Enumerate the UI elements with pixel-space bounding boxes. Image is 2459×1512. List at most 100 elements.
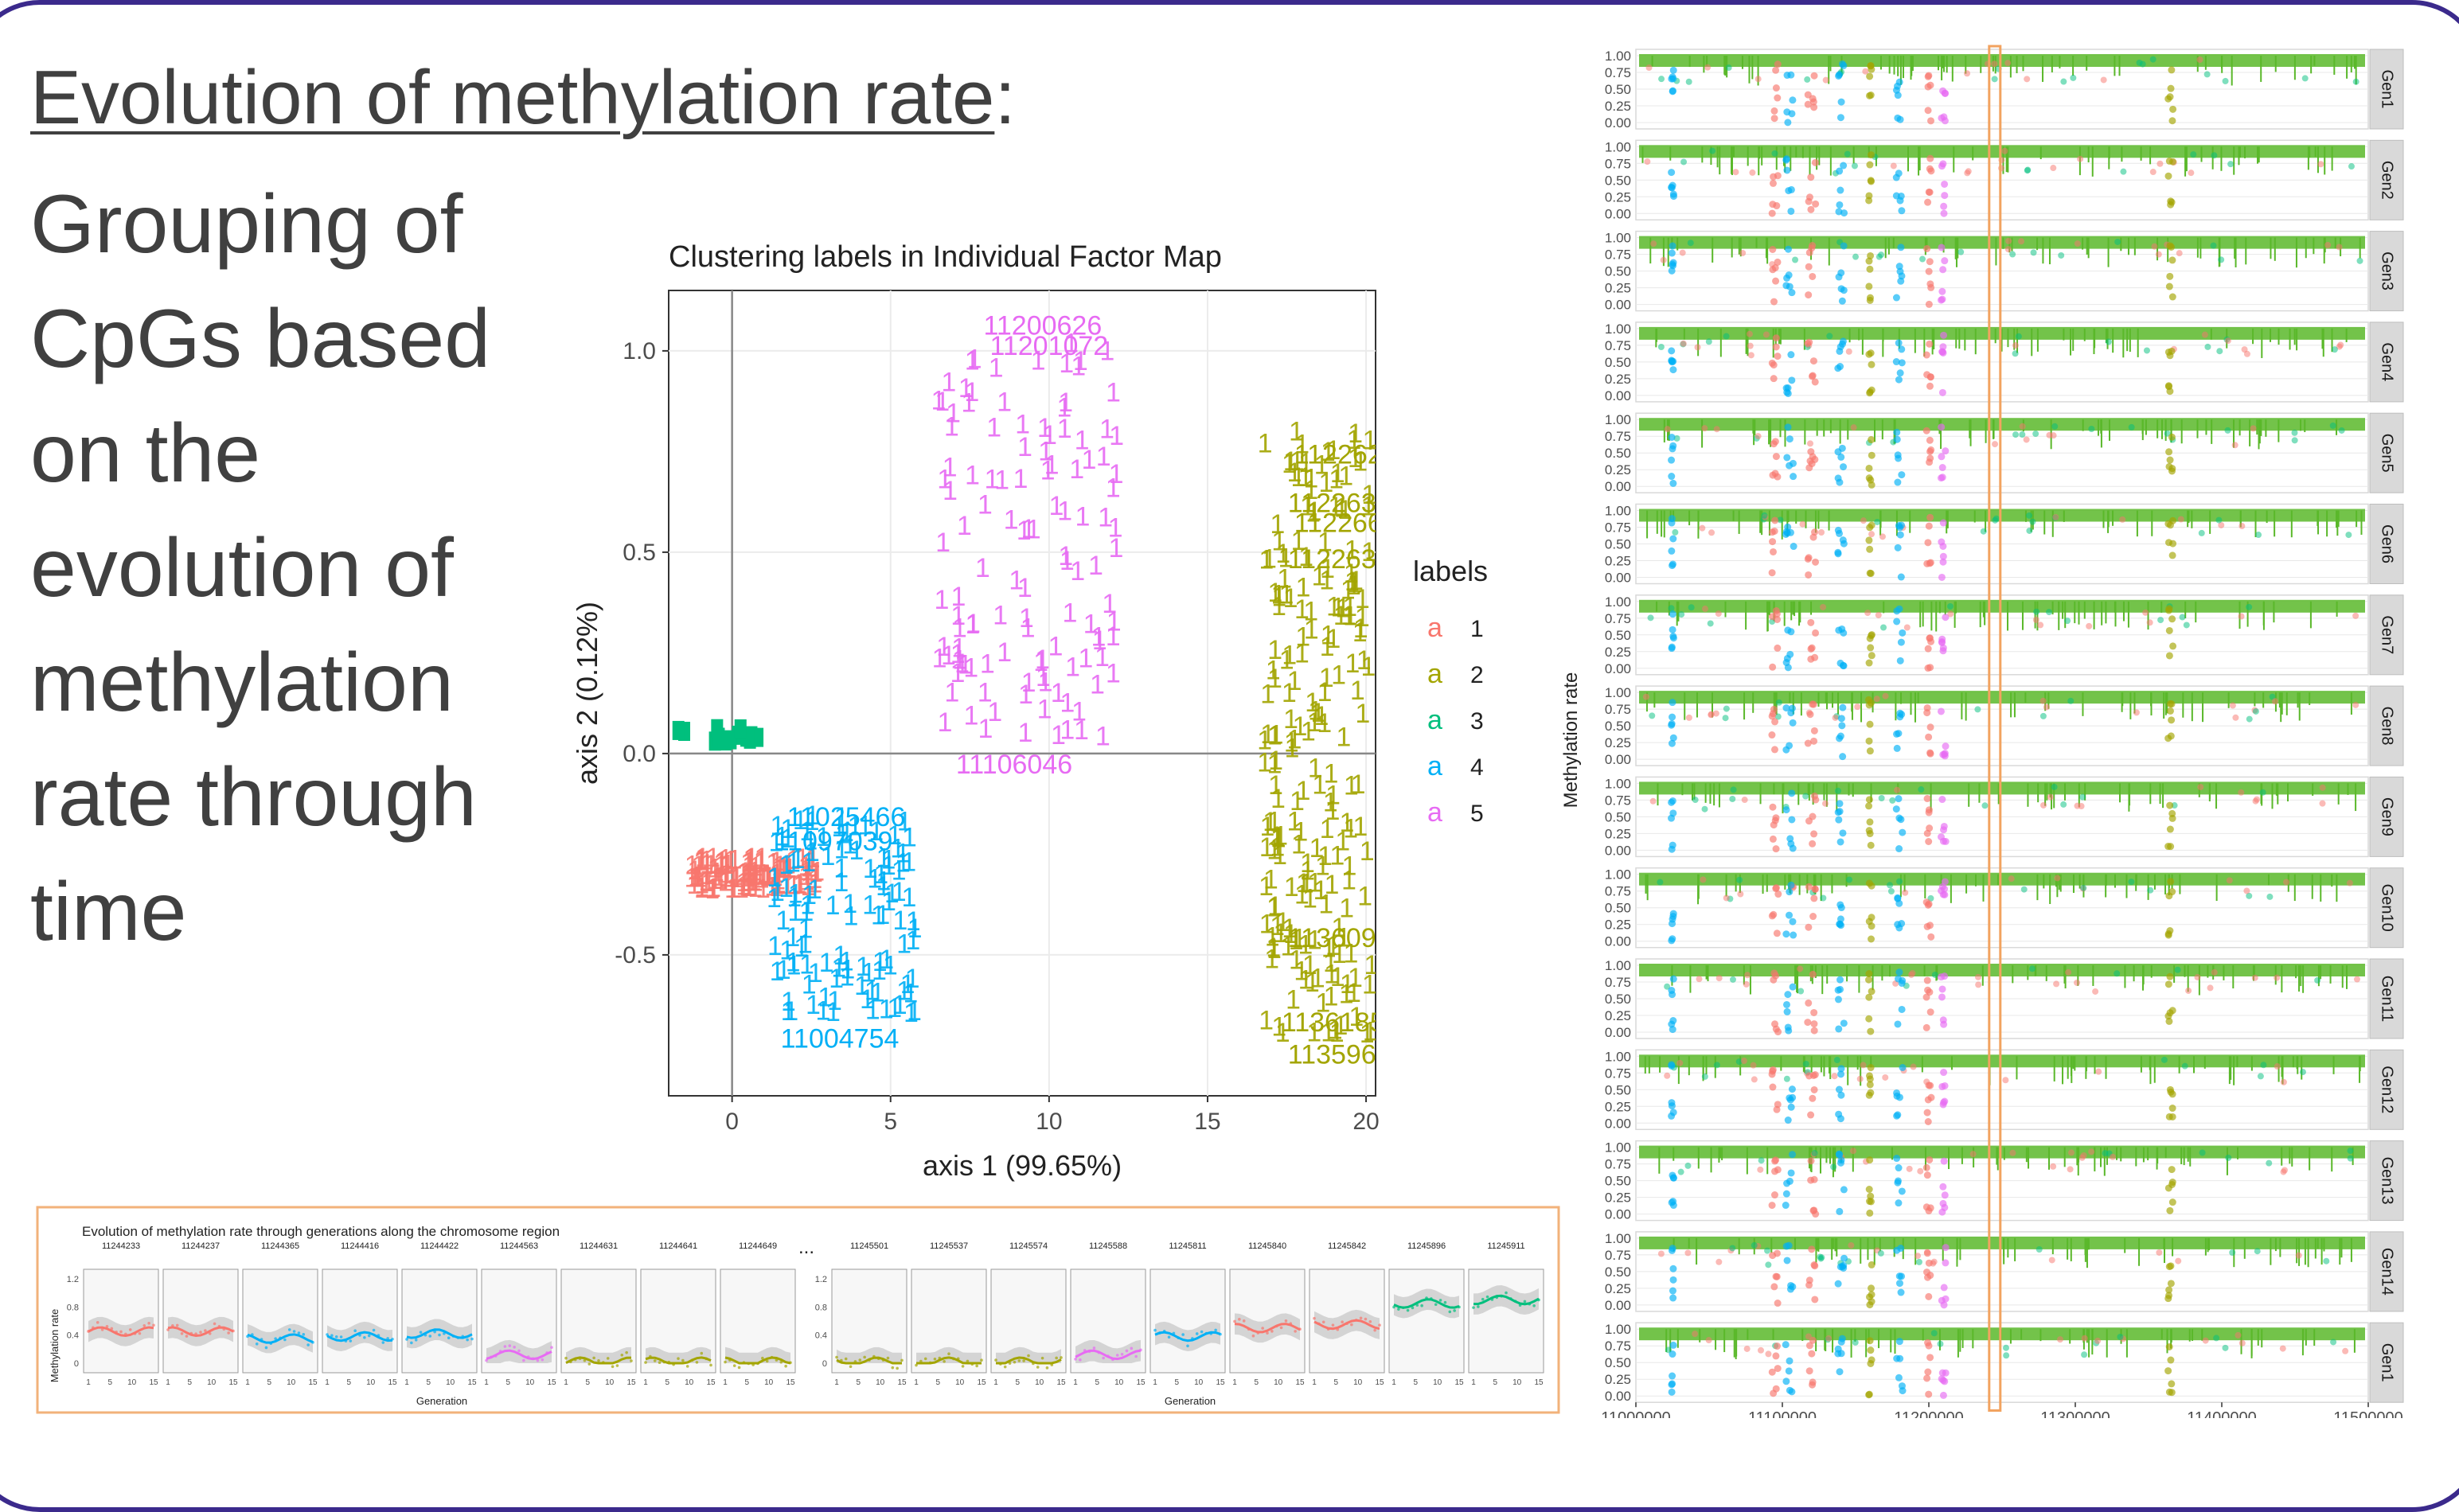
facet-point	[1789, 918, 1797, 926]
trend-line	[565, 1356, 632, 1365]
ifm-point-label-2: 1	[1267, 892, 1282, 922]
trend-point	[961, 1365, 965, 1368]
facet-point	[2166, 801, 2174, 809]
trend-point	[1120, 1352, 1124, 1356]
facet-point	[1773, 1342, 1781, 1350]
ifm-point-label-4: 1	[881, 845, 896, 875]
facet-point	[1836, 976, 1844, 984]
ifm-point-label-2: 1	[1360, 492, 1376, 522]
trend-point	[433, 1330, 436, 1334]
facet-point	[1669, 1287, 1676, 1295]
facet-point	[1924, 1118, 1932, 1126]
facet-point	[2088, 425, 2095, 432]
facet-strip-label: Gen6	[2379, 524, 2396, 563]
ifm-point-label-1: 1	[776, 854, 791, 884]
facet-point	[1834, 550, 1842, 558]
facet-point	[1771, 718, 1779, 726]
ifm-point-label-5: 1	[952, 645, 967, 676]
ifm-point-label-1: 1	[709, 858, 724, 888]
facet-y-tick-label: 0.75	[1605, 884, 1631, 899]
facet-point	[1922, 427, 1930, 435]
facet-point	[2196, 57, 2203, 64]
ifm-point-label-1: 1	[793, 870, 808, 900]
facet-point	[1922, 1023, 1930, 1031]
ifm-point-label-5: 1	[957, 511, 972, 541]
facet-point	[1834, 526, 1842, 534]
facet-point	[1723, 333, 1730, 340]
facet-point	[1839, 703, 1847, 711]
facet-point	[1938, 348, 1946, 356]
ifm-legend-label: 2	[1470, 662, 1484, 688]
ifm-point-label-2: 1	[1286, 458, 1302, 488]
facet-point	[2052, 513, 2059, 520]
facet-point	[1786, 650, 1794, 658]
trend-x-tick-label: 15	[1136, 1378, 1146, 1387]
ifm-point-label-2: 1	[1283, 704, 1298, 735]
trend-point	[1359, 1316, 1363, 1320]
trend-point	[147, 1321, 150, 1325]
ifm-point-label-1: 1	[771, 870, 786, 900]
facet-point	[2008, 875, 2015, 883]
trend-panel-id: 11244237	[181, 1241, 220, 1251]
ifm-point-label-2: 1	[1344, 770, 1359, 801]
facet-point	[1751, 1076, 1758, 1083]
facet-point	[2092, 988, 2099, 995]
ifm-x-tick-label: 15	[1194, 1109, 1220, 1135]
ifm-point-label-2: 1	[1355, 602, 1370, 633]
trend-point	[334, 1335, 338, 1339]
ifm-point-label-4: 1	[906, 906, 921, 937]
facet-point	[2080, 1152, 2087, 1159]
ifm-point-label-1: 1	[766, 848, 781, 878]
ifm-point-label-2: 1	[1320, 632, 1335, 662]
ifm-point-label-5: 1	[1064, 328, 1079, 358]
ifm-point-label-4: 1	[801, 848, 816, 878]
facet-point	[1761, 512, 1768, 519]
ifm-point-label-2: 1	[1319, 663, 1334, 693]
trend-x-tick-label: 5	[1095, 1378, 1100, 1387]
facet-y-tick-label: 1.00	[1605, 321, 1631, 337]
facet-point	[2165, 1342, 2173, 1350]
facet-point	[1774, 713, 1782, 720]
facet-point	[1897, 277, 1905, 285]
trend-line	[88, 1326, 154, 1338]
ifm-point-label-4: 1	[870, 977, 885, 1007]
facet-point	[2074, 802, 2081, 809]
trend-panel-strip	[720, 1257, 795, 1269]
ifm-point-label-1: 1	[685, 850, 700, 880]
facet-point	[1786, 888, 1794, 896]
facet-point	[1764, 1247, 1771, 1254]
facet-point	[1774, 1300, 1782, 1307]
ifm-point-label-1: 1	[754, 845, 769, 875]
facet-point	[1893, 744, 1901, 752]
facet-point	[1713, 1062, 1720, 1069]
ifm-point-annotation: 11097039	[775, 826, 893, 856]
trend-panel-strip	[911, 1257, 986, 1269]
trend-panel-strip	[163, 1257, 238, 1269]
ifm-point-label-2: 1	[1298, 448, 1313, 478]
trend-panel-strip	[832, 1257, 907, 1269]
facet-point	[1768, 1368, 1776, 1376]
trend-point	[470, 1337, 474, 1341]
facet-point	[1769, 538, 1777, 546]
ifm-point-label-4: 1	[892, 855, 907, 886]
trend-point	[1443, 1300, 1447, 1304]
ifm-point-annotation: 11361854	[1282, 1007, 1400, 1038]
trend-point	[933, 1357, 937, 1361]
trend-x-tick-label: 15	[388, 1378, 397, 1387]
facet-point	[1768, 209, 1776, 217]
ifm-point-label-1: 1	[740, 859, 755, 889]
facet-point	[1866, 161, 1874, 169]
trend-line	[836, 1356, 902, 1365]
facet-point	[1895, 263, 1903, 271]
ifm-point-label-4: 1	[770, 811, 785, 841]
facet-y-tick-label: 0.00	[1605, 1025, 1631, 1040]
facet-point	[1811, 1296, 1819, 1304]
ifm-point-label-1: 1	[705, 874, 720, 904]
ifm-point-label-2: 1	[1333, 1011, 1349, 1041]
ifm-point-label-5: 1	[938, 707, 953, 738]
facet-point	[2179, 614, 2186, 621]
facet-point	[1865, 1072, 1873, 1080]
facet-point	[1784, 423, 1792, 431]
ifm-point-label-4: 1	[879, 945, 894, 975]
facet-point	[1868, 935, 1875, 943]
